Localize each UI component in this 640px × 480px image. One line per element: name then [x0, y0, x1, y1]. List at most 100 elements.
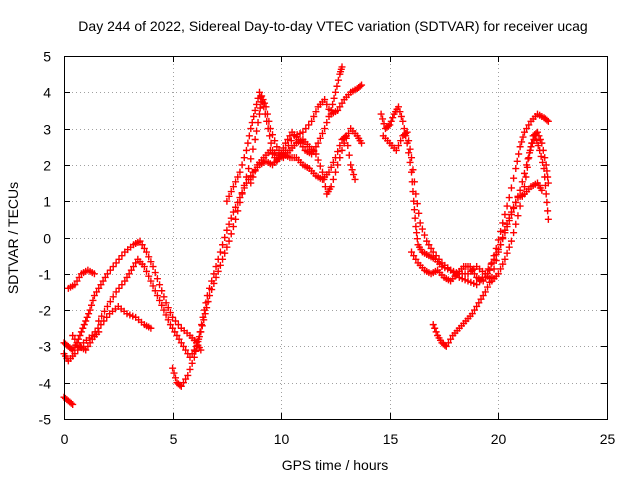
data-point	[71, 350, 79, 358]
data-point	[310, 113, 318, 120]
data-point	[466, 263, 474, 271]
data-point	[106, 298, 114, 306]
data-point	[151, 269, 159, 277]
data-point	[177, 382, 185, 390]
data-point	[248, 119, 256, 127]
data-point	[182, 346, 190, 354]
data-point	[329, 175, 337, 183]
data-point	[338, 63, 346, 71]
data-point	[214, 267, 222, 275]
data-point	[425, 241, 433, 249]
data-point	[240, 154, 248, 162]
data-point	[347, 161, 355, 169]
x-axis-label: GPS time / hours	[282, 457, 389, 473]
data-point	[403, 128, 411, 136]
data-point	[240, 184, 248, 192]
data-point	[543, 198, 551, 206]
data-point	[94, 324, 102, 332]
data-point	[514, 212, 522, 220]
data-point	[86, 306, 94, 314]
data-point	[214, 255, 222, 263]
data-point	[379, 115, 387, 123]
data-point	[516, 202, 524, 210]
data-point	[112, 288, 120, 296]
data-point	[188, 350, 196, 358]
data-point	[486, 278, 494, 286]
series-track-6	[223, 81, 366, 205]
data-point	[520, 169, 528, 177]
data-point	[73, 339, 81, 347]
data-point	[481, 273, 489, 281]
data-point	[247, 179, 255, 187]
data-point	[264, 125, 272, 133]
data-point	[216, 248, 224, 256]
data-point	[406, 145, 414, 153]
data-point	[351, 175, 359, 183]
data-point	[316, 162, 324, 170]
data-point	[321, 96, 329, 104]
data-point	[109, 263, 117, 271]
data-point	[394, 142, 402, 150]
data-point	[544, 117, 552, 125]
data-point	[338, 146, 346, 154]
data-point	[444, 339, 452, 347]
data-point	[169, 364, 177, 372]
data-point	[431, 324, 439, 332]
data-point	[71, 281, 79, 289]
data-point	[400, 125, 408, 133]
data-point	[192, 347, 200, 355]
data-point	[318, 168, 326, 176]
grid-lines	[64, 56, 607, 419]
data-point	[518, 178, 526, 186]
data-point	[492, 244, 500, 252]
data-point	[97, 321, 105, 329]
data-point	[93, 288, 101, 296]
data-point	[516, 186, 524, 194]
data-point	[497, 241, 505, 249]
data-point	[499, 260, 507, 268]
data-point	[149, 282, 157, 290]
data-point	[312, 143, 320, 151]
data-point	[132, 259, 140, 267]
data-point	[312, 108, 320, 116]
data-point	[234, 207, 242, 215]
y-tick-label: 2	[43, 158, 51, 174]
data-point	[410, 197, 418, 205]
data-point	[341, 133, 349, 141]
data-point	[479, 277, 487, 285]
data-point	[171, 328, 179, 336]
plot-frame	[64, 56, 608, 420]
data-point	[412, 255, 420, 263]
data-point	[251, 167, 259, 175]
data-point	[156, 296, 164, 304]
data-point	[402, 129, 410, 137]
data-point	[519, 133, 527, 141]
data-point	[269, 150, 277, 158]
data-point	[199, 313, 207, 321]
data-point	[232, 203, 240, 211]
data-point	[327, 163, 335, 171]
data-points	[60, 63, 552, 408]
data-point	[396, 108, 404, 116]
data-point	[125, 270, 133, 278]
data-point	[245, 175, 253, 183]
data-point	[318, 129, 326, 137]
data-point	[533, 137, 541, 145]
data-point	[487, 260, 495, 268]
data-point	[162, 299, 170, 307]
data-point	[528, 139, 536, 147]
data-point	[416, 219, 424, 227]
data-point	[526, 149, 534, 157]
data-point	[295, 135, 303, 143]
data-point	[468, 266, 476, 274]
data-point	[229, 183, 237, 191]
data-point	[145, 272, 153, 280]
data-point	[471, 270, 479, 278]
data-point	[486, 266, 494, 274]
data-point	[524, 155, 532, 163]
data-point	[380, 120, 388, 128]
data-point	[520, 183, 528, 191]
data-point	[85, 310, 93, 318]
data-point	[394, 103, 402, 111]
data-point	[512, 220, 520, 228]
